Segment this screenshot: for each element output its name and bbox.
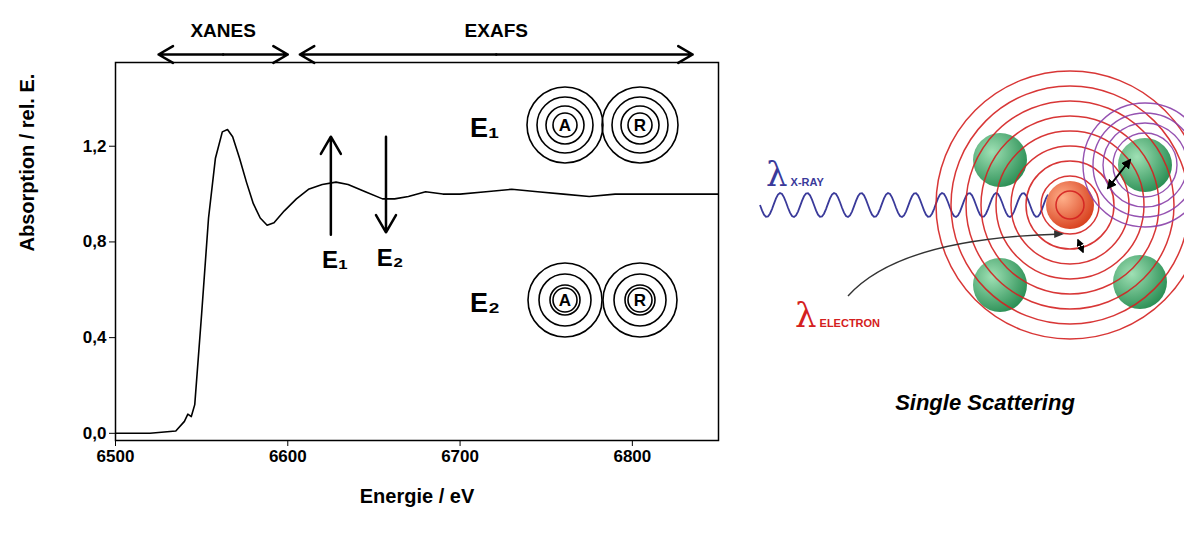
svg-text:λELECTRON: λELECTRON [795,295,880,335]
svg-text:0,0: 0,0 [83,424,107,443]
svg-text:EXAFS: EXAFS [465,20,528,41]
svg-text:Absorption / rel. E.: Absorption / rel. E. [16,74,38,252]
svg-text:6500: 6500 [97,447,135,466]
svg-text:A: A [559,116,571,135]
svg-text:R: R [634,291,646,310]
svg-text:A: A [559,291,571,310]
svg-text:E₂: E₂ [470,288,500,318]
svg-text:E₂: E₂ [377,244,404,271]
svg-text:0,4: 0,4 [83,328,107,347]
svg-text:Single Scattering: Single Scattering [895,390,1075,415]
svg-text:λX-RAY: λX-RAY [766,154,824,194]
svg-text:1,2: 1,2 [83,137,107,156]
svg-text:6800: 6800 [613,447,651,466]
svg-text:6700: 6700 [441,447,479,466]
svg-text:E₁: E₁ [470,113,499,143]
svg-text:XANES: XANES [190,20,255,41]
svg-text:R: R [634,116,646,135]
svg-text:0,8: 0,8 [83,232,107,251]
svg-text:Energie / eV: Energie / eV [360,485,475,507]
svg-text:6600: 6600 [269,447,307,466]
svg-text:E₁: E₁ [322,246,348,273]
